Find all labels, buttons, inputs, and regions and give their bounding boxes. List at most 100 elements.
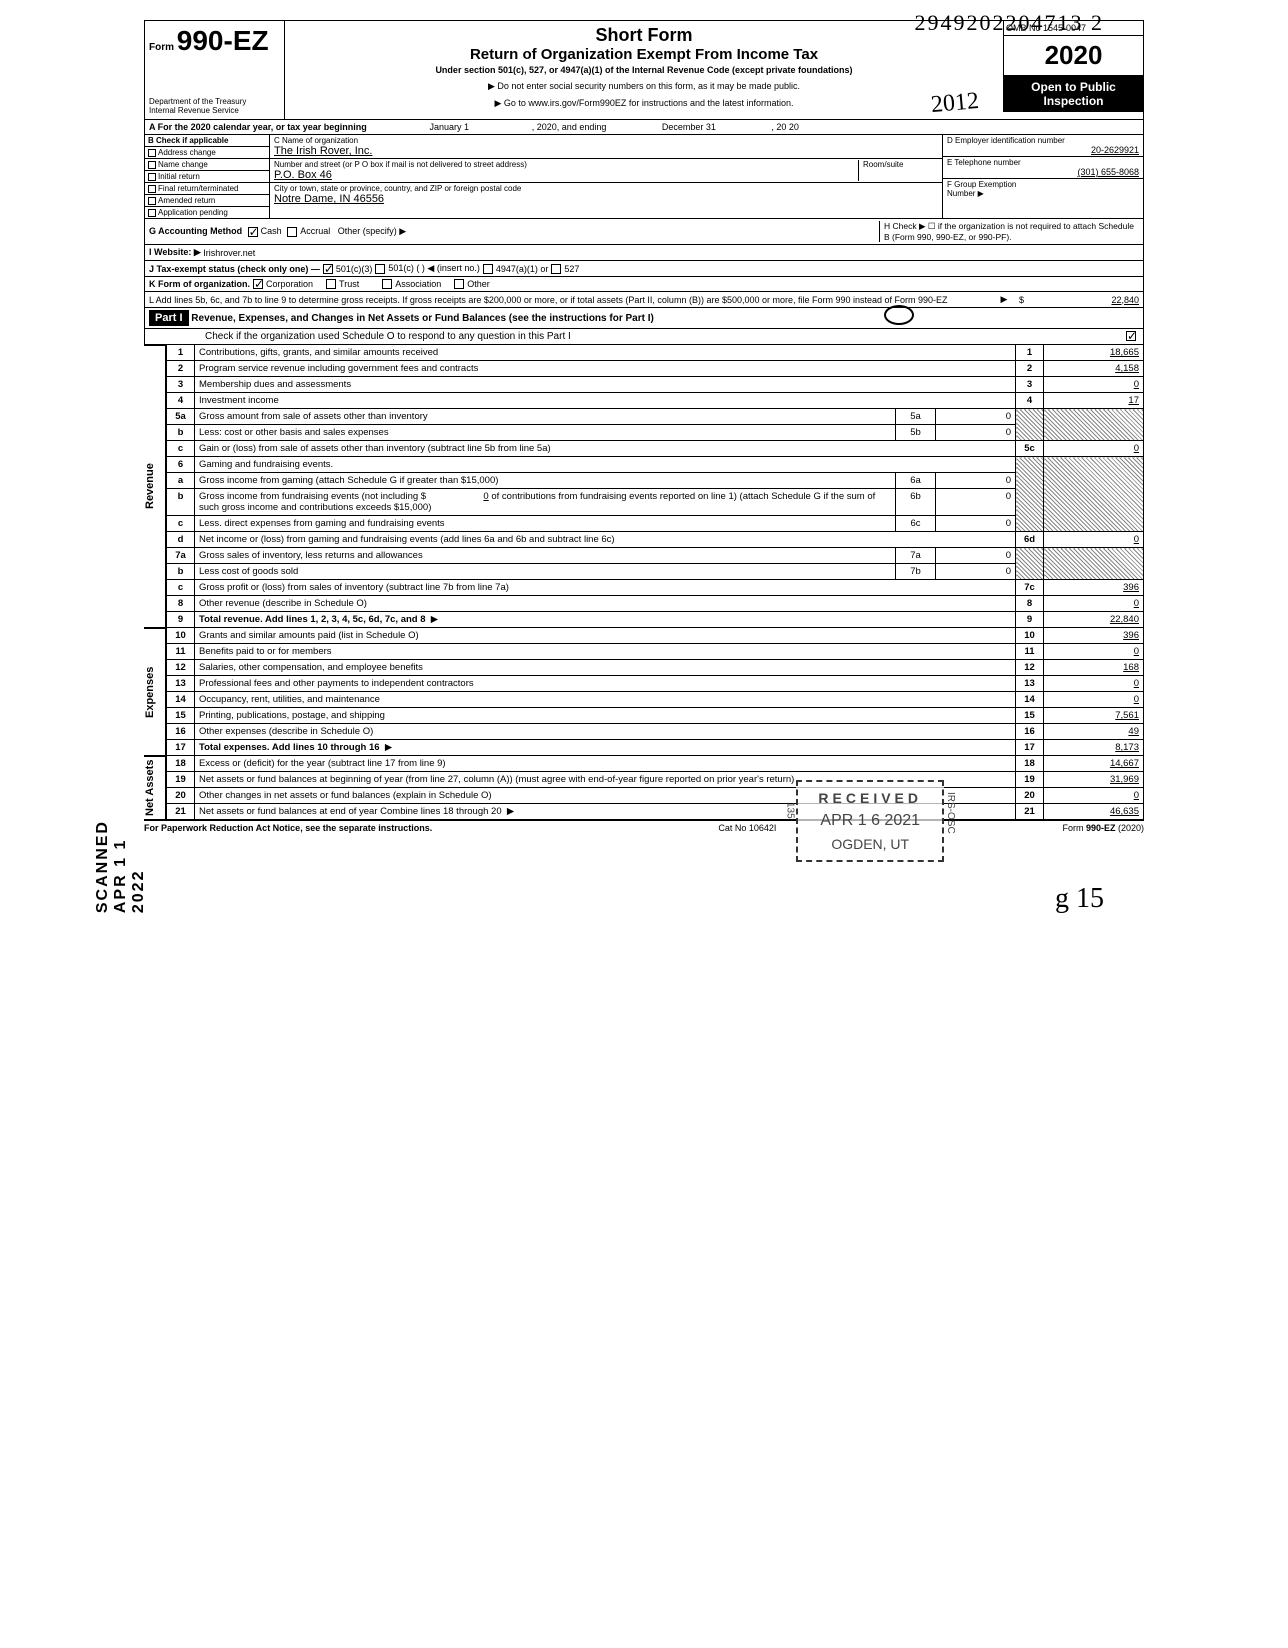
line-13-val: 0 [1044, 676, 1144, 692]
year-prefix: 20 [1045, 40, 1074, 70]
chk-501c3[interactable] [323, 264, 333, 274]
line-7b-val: 0 [936, 564, 1016, 580]
title-section: Under section 501(c), 527, or 4947(a)(1)… [293, 65, 995, 75]
street-value: P.O. Box 46 [274, 169, 858, 181]
footer-right: Form 990-EZ (2020) [1062, 823, 1144, 833]
chk-trust[interactable] [326, 279, 336, 289]
line-10-val: 396 [1044, 628, 1144, 644]
line-1-text: Contributions, gifts, grants, and simila… [195, 345, 1016, 361]
handwritten-year: 2012 [930, 88, 980, 119]
group-exemption-label2: Number ▶ [947, 189, 1139, 198]
chk-4947[interactable] [483, 264, 493, 274]
line-5c-text: Gain or (loss) from sale of assets other… [195, 441, 1016, 457]
line-l-text: L Add lines 5b, 6c, and 7b to line 9 to … [149, 295, 989, 305]
line-6a-val: 0 [936, 473, 1016, 489]
city-value: Notre Dame, IN 46556 [274, 193, 938, 205]
chk-accrual[interactable] [287, 227, 297, 237]
line-10-text: Grants and similar amounts paid (list in… [195, 628, 1016, 644]
line-7c-text: Gross profit or (loss) from sales of inv… [195, 580, 1016, 596]
line-12-text: Salaries, other compensation, and employ… [195, 660, 1016, 676]
revenue-section: Revenue 1Contributions, gifts, grants, a… [144, 345, 1144, 628]
phone-value: (301) 655-8068 [947, 167, 1139, 177]
chk-527[interactable] [551, 264, 561, 274]
line-7a-val: 0 [936, 548, 1016, 564]
line-13-text: Professional fees and other payments to … [195, 676, 1016, 692]
room-label: Room/suite [863, 160, 938, 169]
scanned-stamp: SCANNED APR 1 1 2022 [94, 820, 148, 913]
line-8-text: Other revenue (describe in Schedule O) [195, 596, 1016, 612]
line-6c-text: Less. direct expenses from gaming and fu… [195, 516, 896, 532]
line-14-text: Occupancy, rent, utilities, and maintena… [195, 692, 1016, 708]
line-6d-text: Net income or (loss) from gaming and fun… [195, 532, 1016, 548]
line-17-text: Total expenses. Add lines 10 through 16 [199, 742, 380, 753]
part1-title: Revenue, Expenses, and Changes in Net As… [191, 313, 654, 324]
form-number: 990-EZ [177, 25, 269, 56]
other-specify: Other (specify) ▶ [338, 226, 406, 236]
line-19-val: 31,969 [1044, 772, 1144, 788]
stamp-location: OGDEN, UT [818, 836, 922, 852]
chk-corporation[interactable] [253, 279, 263, 289]
line-5a-text: Gross amount from sale of assets other t… [195, 409, 896, 425]
part1-check-row: Check if the organization used Schedule … [144, 329, 1144, 345]
line-i-label: I Website: ▶ [149, 247, 201, 258]
line-11-val: 0 [1044, 644, 1144, 660]
line-6d-val: 0 [1044, 532, 1144, 548]
chk-association[interactable] [382, 279, 392, 289]
initial-circle [884, 305, 914, 325]
footer-mid: Cat No 10642I [718, 823, 776, 833]
check-b-column: B Check if applicable Address change Nam… [145, 135, 270, 218]
inspection-text: Inspection [1008, 94, 1139, 108]
open-public: Open to Public Inspection [1004, 76, 1143, 112]
section-a-tail: , 20 20 [771, 122, 799, 132]
line-k: K Form of organization. Corporation Trus… [144, 277, 1144, 292]
chk-name-change[interactable]: Name change [145, 159, 269, 171]
netassets-table: 18Excess or (deficit) for the year (subt… [166, 756, 1144, 820]
bottom-mark: g 15 [1055, 883, 1104, 915]
line-14-val: 0 [1044, 692, 1144, 708]
header-center: Short Form Return of Organization Exempt… [285, 21, 1003, 113]
entity-block: B Check if applicable Address change Nam… [144, 135, 1144, 219]
chk-final-return[interactable]: Final return/terminated [145, 183, 269, 195]
website-value: Irishrover.net [203, 248, 255, 258]
line-9-val: 22,840 [1044, 612, 1144, 628]
line-6b-text: Gross income from fundraising events (no… [195, 489, 896, 516]
phone-label: E Telephone number [947, 158, 1139, 167]
section-a-label: A For the 2020 calendar year, or tax yea… [149, 122, 367, 132]
line-5b-val: 0 [936, 425, 1016, 441]
chk-amended-return[interactable]: Amended return [145, 195, 269, 207]
entity-right: D Employer identification number 20-2629… [943, 135, 1143, 218]
line-5a-val: 0 [936, 409, 1016, 425]
line-j: J Tax-exempt status (check only one) — 5… [144, 261, 1144, 277]
chk-initial-return[interactable]: Initial return [145, 171, 269, 183]
line-4-val: 17 [1044, 393, 1144, 409]
year-box: 2020 [1004, 36, 1143, 76]
chk-address-change[interactable]: Address change [145, 147, 269, 159]
line-3-text: Membership dues and assessments [195, 377, 1016, 393]
line-6a-text: Gross income from gaming (attach Schedul… [195, 473, 896, 489]
city-label: City or town, state or province, country… [274, 184, 938, 193]
line-3-val: 0 [1044, 377, 1144, 393]
line-20-val: 0 [1044, 788, 1144, 804]
part1-label: Part I [149, 310, 189, 326]
chk-501c[interactable] [375, 264, 385, 274]
form-prefix: Form [149, 42, 174, 53]
footer-left: For Paperwork Reduction Act Notice, see … [144, 823, 432, 833]
part1-check-text: Check if the organization used Schedule … [205, 331, 571, 342]
netassets-section: Net Assets 18Excess or (deficit) for the… [144, 756, 1144, 820]
line-8-val: 0 [1044, 596, 1144, 612]
chk-schedule-o[interactable] [1126, 331, 1136, 341]
chk-other-org[interactable] [454, 279, 464, 289]
tax-year-end: December 31 [609, 122, 769, 132]
line-7b-text: Less cost of goods sold [195, 564, 896, 580]
received-stamp: RECEIVED APR 1 6 2021 OGDEN, UT IRS-OSC … [796, 780, 944, 862]
chk-cash[interactable] [248, 227, 258, 237]
revenue-table: 1Contributions, gifts, grants, and simil… [166, 345, 1144, 628]
line-17-val: 8,173 [1044, 740, 1144, 756]
netassets-side-label: Net Assets [144, 756, 166, 820]
line-5c-val: 0 [1044, 441, 1144, 457]
chk-application-pending[interactable]: Application pending [145, 207, 269, 218]
title-warn: ▶ Do not enter social security numbers o… [293, 81, 995, 92]
ein-value: 20-2629921 [947, 145, 1139, 155]
line-l-value: 22,840 [1039, 295, 1139, 305]
line-6c-val: 0 [936, 516, 1016, 532]
